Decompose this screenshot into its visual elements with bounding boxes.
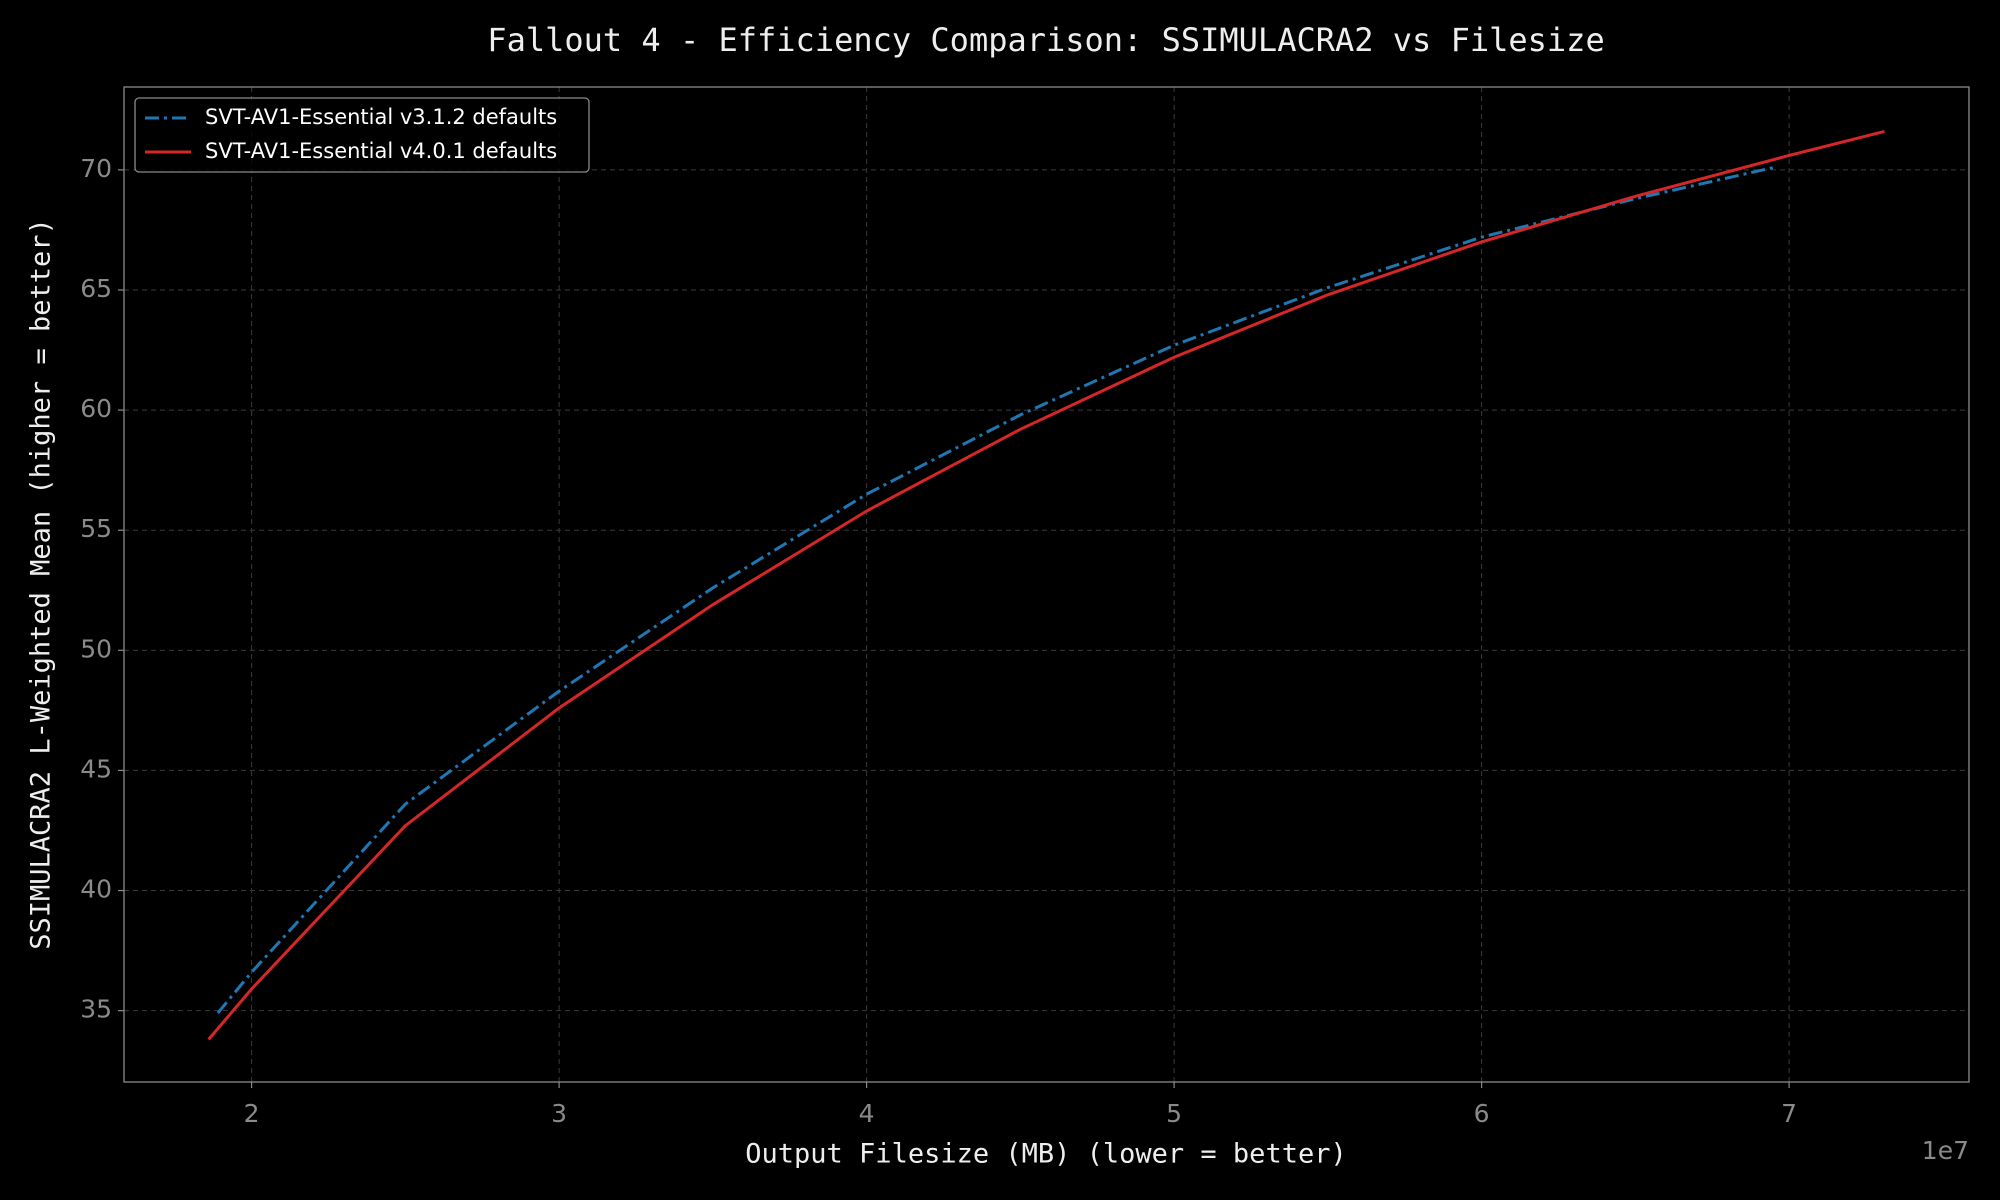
- chart-title: Fallout 4 - Efficiency Comparison: SSIMU…: [487, 21, 1604, 59]
- y-tick-label: 55: [80, 514, 112, 543]
- y-tick-label: 35: [80, 995, 112, 1024]
- legend: SVT-AV1-Essential v3.1.2 defaults SVT-AV1…: [134, 97, 590, 173]
- x-offset-label: 1e7: [1922, 1136, 1969, 1165]
- y-tick-label: 50: [80, 634, 112, 663]
- legend-label: SVT-AV1-Essential v4.0.1 defaults: [205, 139, 557, 163]
- series-line: [216, 166, 1775, 1015]
- y-tick-label: 60: [80, 394, 112, 423]
- series-line: [207, 129, 1885, 1041]
- x-tick-label: 5: [1166, 1099, 1182, 1128]
- y-tick-label: 45: [80, 754, 112, 783]
- y-axis-label: SSIMULACRA2 L-Weighted Mean (higher = be…: [26, 218, 57, 950]
- y-tick-label: 65: [80, 274, 112, 303]
- legend-label: SVT-AV1-Essential v3.1.2 defaults: [205, 105, 557, 129]
- x-tick-label: 2: [244, 1099, 260, 1128]
- y-tick-label: 70: [80, 154, 112, 183]
- x-tick-label: 4: [859, 1099, 875, 1128]
- legend-frame: [134, 97, 590, 173]
- x-axis-label: Output Filesize (MB) (lower = better): [745, 1139, 1346, 1170]
- plot-frame: [123, 86, 1970, 1083]
- x-tick-label: 6: [1474, 1099, 1490, 1128]
- y-tick-label: 40: [80, 875, 112, 904]
- x-tick-label: 3: [551, 1099, 567, 1128]
- x-tick-label: 7: [1781, 1099, 1797, 1128]
